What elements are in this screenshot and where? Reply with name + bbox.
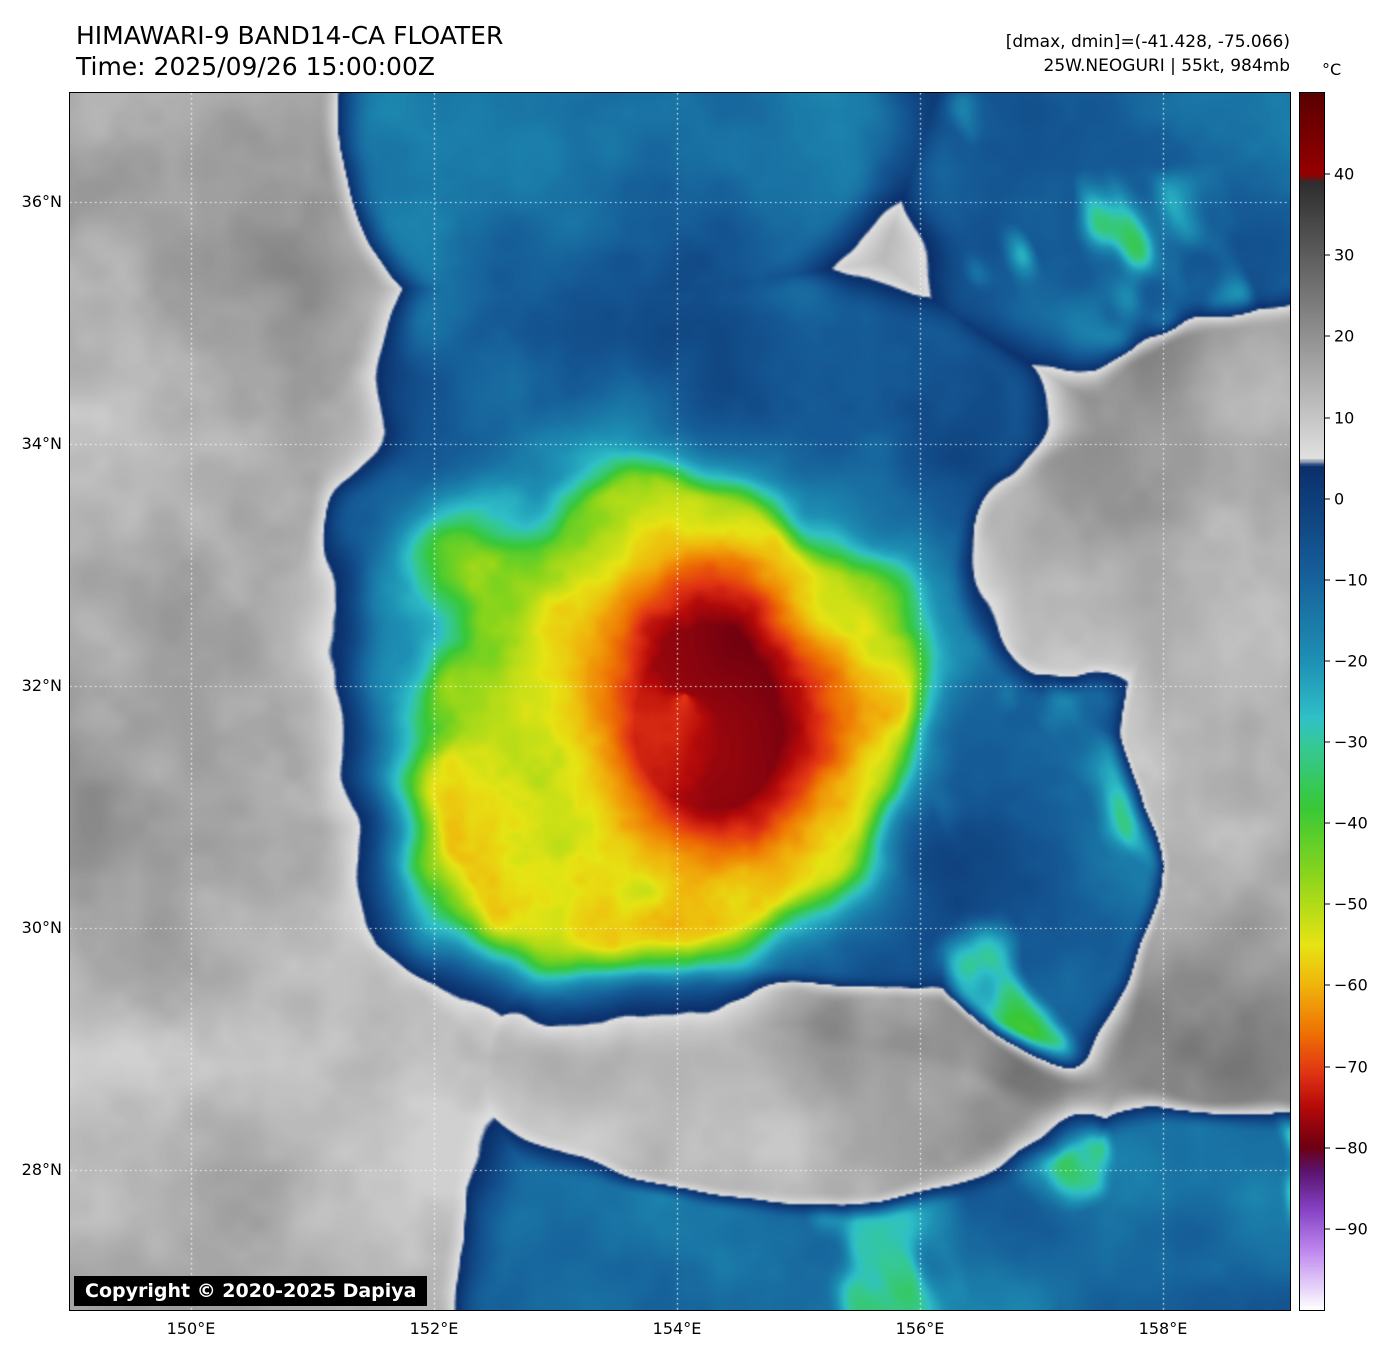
dmax-dmin-readout: [dmax, dmin]=(-41.428, -75.066) xyxy=(1005,32,1290,52)
colorbar-tick: −60 xyxy=(1324,976,1368,995)
colorbar-tick-mark xyxy=(1324,660,1330,662)
colorbar-tick-label: −70 xyxy=(1334,1057,1368,1077)
colorbar-tick: −10 xyxy=(1324,570,1368,589)
colorbar-tick: 40 xyxy=(1324,165,1354,184)
colorbar-tick-mark xyxy=(1324,822,1330,824)
colorbar-tick-mark xyxy=(1324,903,1330,905)
satellite-ir-image xyxy=(70,93,1290,1310)
colorbar-tick: −70 xyxy=(1324,1057,1368,1076)
colorbar-tick-mark xyxy=(1324,1066,1330,1068)
lon-tick-label-150e: 150°E xyxy=(166,1319,216,1338)
colorbar-tick-label: −30 xyxy=(1334,732,1368,752)
colorbar-tick-mark xyxy=(1324,579,1330,581)
lon-tick-label-152e: 152°E xyxy=(409,1319,459,1338)
colorbar-tick: 0 xyxy=(1324,489,1344,508)
colorbar-tick-label: −20 xyxy=(1334,651,1368,671)
colorbar-tick-label: 0 xyxy=(1334,489,1345,509)
colorbar-tick-label: −80 xyxy=(1334,1138,1368,1158)
colorbar-tick-label: 10 xyxy=(1334,408,1355,428)
lat-tick-label-36n: 36°N xyxy=(21,192,62,211)
colorbar-tick-label: −50 xyxy=(1334,894,1368,914)
storm-info-readout: 25W.NEOGURI | 55kt, 984mb xyxy=(1043,56,1290,76)
colorbar-tick: 10 xyxy=(1324,408,1354,427)
colorbar-tick: −50 xyxy=(1324,895,1368,914)
colorbar-tick-label: 30 xyxy=(1334,245,1355,265)
product-title: HIMAWARI-9 BAND14-CA FLOATER xyxy=(76,21,504,50)
lon-tick-label-158e: 158°E xyxy=(1138,1319,1188,1338)
title-block: HIMAWARI-9 BAND14-CA FLOATER Time: 2025/… xyxy=(76,20,503,82)
copyright-label: Copyright © 2020-2025 Dapiya xyxy=(74,1276,428,1306)
product-timestamp: Time: 2025/09/26 15:00:00Z xyxy=(76,52,435,81)
lat-tick-label-28n: 28°N xyxy=(21,1160,62,1179)
colorbar: 40 30 20 10 0 −10 −20 −30 −40 −50 −60 −7… xyxy=(1299,92,1368,1311)
colorbar-tick-label: −90 xyxy=(1334,1219,1368,1239)
colorbar-tick: −20 xyxy=(1324,651,1368,670)
colorbar-tick-mark xyxy=(1324,984,1330,986)
colorbar-tick: 30 xyxy=(1324,246,1354,265)
colorbar-tick-label: 40 xyxy=(1334,164,1355,184)
colorbar-tick: −90 xyxy=(1324,1219,1368,1238)
colorbar-tick-mark xyxy=(1324,417,1330,419)
colorbar-tick: −80 xyxy=(1324,1138,1368,1157)
lon-tick-label-156e: 156°E xyxy=(895,1319,945,1338)
colorbar-tick-mark xyxy=(1324,1228,1330,1230)
colorbar-gradient xyxy=(1300,93,1324,1310)
lon-tick-label-154e: 154°E xyxy=(652,1319,702,1338)
colorbar-tick-label: −10 xyxy=(1334,570,1368,590)
colorbar-tick-label: −60 xyxy=(1334,975,1368,995)
lat-tick-label-30n: 30°N xyxy=(21,918,62,937)
colorbar-tick: 20 xyxy=(1324,327,1354,346)
lat-tick-label-32n: 32°N xyxy=(21,676,62,695)
colorbar-tick: −40 xyxy=(1324,814,1368,833)
colorbar-tick-label: −40 xyxy=(1334,813,1368,833)
colorbar-tick-mark xyxy=(1324,741,1330,743)
colorbar-tick-mark xyxy=(1324,498,1330,500)
colorbar-tick-mark xyxy=(1324,254,1330,256)
colorbar-tick: −30 xyxy=(1324,733,1368,752)
lat-tick-label-34n: 34°N xyxy=(21,434,62,453)
colorbar-tick-mark xyxy=(1324,1147,1330,1149)
colorbar-unit-label: °C xyxy=(1322,60,1342,79)
map-panel: Copyright © 2020-2025 Dapiya xyxy=(69,92,1291,1311)
colorbar-tick-mark xyxy=(1324,173,1330,175)
colorbar-tick-mark xyxy=(1324,335,1330,337)
colorbar-tick-label: 20 xyxy=(1334,326,1355,346)
annotation-block: [dmax, dmin]=(-41.428, -75.066) 25W.NEOG… xyxy=(1006,30,1290,78)
